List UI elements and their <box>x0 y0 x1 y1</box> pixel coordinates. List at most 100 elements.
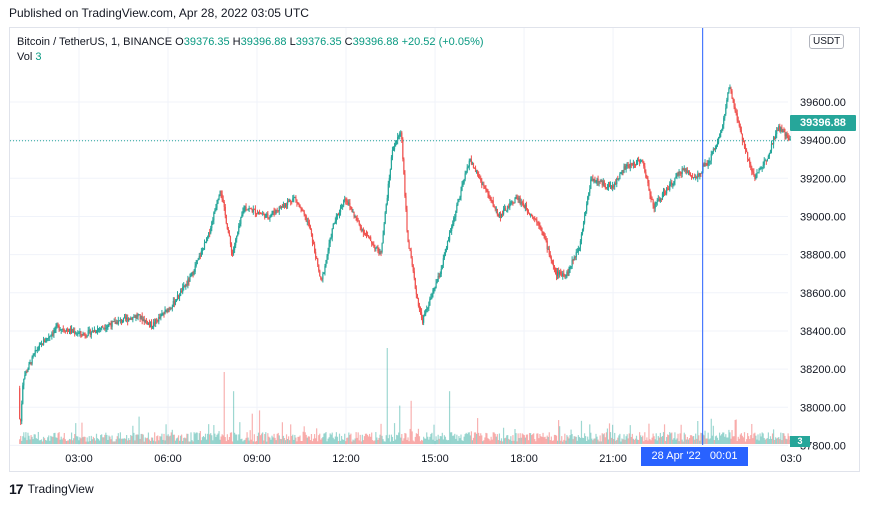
candle-body <box>710 154 712 161</box>
volume-bar <box>174 440 177 444</box>
volume-bar <box>452 435 454 444</box>
candle-body <box>634 164 637 166</box>
candle-body <box>254 209 256 214</box>
volume-bar <box>700 432 702 444</box>
candle-body <box>560 272 562 274</box>
candle-body <box>127 317 129 322</box>
volume-bar <box>401 434 403 444</box>
volume-bar <box>306 437 308 444</box>
candle-body <box>279 206 281 209</box>
candle-body <box>28 363 30 369</box>
volume-bar <box>53 433 55 444</box>
volume-bar <box>93 438 96 444</box>
candle-body <box>201 249 204 252</box>
candle-body <box>259 213 262 215</box>
candle-body <box>53 329 55 334</box>
volume-bar <box>435 436 437 444</box>
candle-body <box>29 362 31 364</box>
candle-body <box>744 147 747 151</box>
candle-body <box>508 205 510 208</box>
y-tick-label: 39200.00 <box>800 173 846 185</box>
candle-body <box>552 263 555 266</box>
y-tick-label: 39600.00 <box>800 97 846 109</box>
volume-bar <box>515 433 517 444</box>
candle-body <box>42 340 45 346</box>
candle-body <box>94 330 97 333</box>
open-label: O <box>175 36 184 48</box>
candle-body <box>140 315 142 319</box>
tradingview-footer[interactable]: 17 TradingView <box>9 481 94 497</box>
candle-body <box>518 197 520 200</box>
candle-body <box>461 185 463 191</box>
volume-bar <box>752 438 754 444</box>
volume-bar <box>345 441 347 444</box>
candle-body <box>495 209 497 210</box>
candle-body <box>571 260 573 267</box>
volume-bar <box>187 433 189 444</box>
candle-body <box>149 321 152 325</box>
candle-body <box>107 325 109 327</box>
volume-bar <box>577 435 579 444</box>
currency-badge[interactable]: USDT <box>809 34 845 49</box>
candle-body <box>162 313 164 315</box>
volume-bar <box>188 441 190 444</box>
volume-bar <box>257 432 260 444</box>
candle-body <box>579 241 582 248</box>
volume-bar <box>500 438 503 444</box>
volume-bar <box>293 439 295 444</box>
candle-body <box>309 225 312 230</box>
volume-bar <box>629 425 631 444</box>
volume-bar <box>181 434 183 444</box>
volume-bar <box>699 440 701 444</box>
candle-body <box>680 172 682 174</box>
candle-body <box>177 295 180 298</box>
candle-body <box>779 126 781 132</box>
volume-bar <box>81 422 83 444</box>
candle-body <box>367 235 370 237</box>
volume-bar <box>583 433 586 444</box>
candle-body <box>145 320 147 322</box>
candle-body <box>315 251 317 259</box>
volume-bar <box>595 433 597 444</box>
volume-bar <box>292 434 294 444</box>
volume-bar <box>527 440 530 444</box>
volume-bar <box>227 439 229 444</box>
volume-bar <box>434 440 436 444</box>
volume-bar <box>195 432 197 444</box>
candle-body <box>652 199 654 206</box>
volume-label[interactable]: Vol <box>17 51 33 63</box>
volume-bar <box>547 436 549 444</box>
candle-body <box>381 243 383 252</box>
candle-body <box>507 205 509 211</box>
candle-body <box>163 313 165 315</box>
volume-bar <box>477 418 479 444</box>
candle-body <box>653 205 655 209</box>
volume-bar <box>330 434 332 444</box>
volume-bar <box>102 437 104 444</box>
chart-frame[interactable] <box>9 27 860 472</box>
candle-body <box>190 275 192 277</box>
x-tick-label: 03:00 <box>65 453 93 465</box>
candle-body <box>661 193 664 200</box>
candle-body <box>392 149 395 151</box>
volume-bar <box>32 439 34 444</box>
candle-body <box>270 214 272 217</box>
candle-body <box>559 272 561 275</box>
symbol-name[interactable]: Bitcoin / TetherUS, 1, BINANCE <box>17 36 173 48</box>
volume-bar <box>659 432 661 444</box>
candle-body <box>321 278 323 280</box>
candle-body <box>694 177 696 179</box>
volume-bar <box>326 441 328 444</box>
candle-body <box>403 159 405 175</box>
y-tick-label: 39400.00 <box>800 135 846 147</box>
volume-bar <box>775 437 777 444</box>
candle-body <box>143 319 145 323</box>
candle-body <box>292 198 294 202</box>
candle-body <box>465 171 467 174</box>
volume-bar <box>684 434 686 444</box>
candle-body <box>182 287 184 293</box>
candle-body <box>377 247 379 252</box>
volume-bar <box>641 437 643 444</box>
candle-body <box>735 111 737 114</box>
